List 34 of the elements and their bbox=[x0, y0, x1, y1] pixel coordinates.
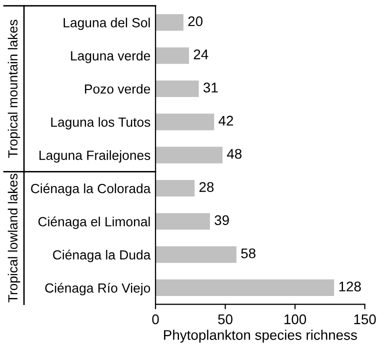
data-label: 39 bbox=[214, 215, 229, 226]
y-tick-label: Ciénaga la Duda bbox=[53, 250, 151, 262]
bar bbox=[156, 80, 199, 98]
bar bbox=[156, 114, 214, 130]
y-tick-label: Laguna del Sol bbox=[64, 18, 150, 30]
y-tick-label: Ciénaga Río Viejo bbox=[45, 282, 150, 296]
bar bbox=[156, 246, 236, 263]
data-label: 48 bbox=[226, 148, 242, 159]
x-axis-title: Phytoplankton species richness bbox=[164, 330, 357, 343]
data-label: 42 bbox=[218, 116, 234, 126]
bar bbox=[156, 213, 210, 230]
y-tick-label: Laguna los Tutos bbox=[51, 117, 150, 130]
x-tick-label: 50 bbox=[218, 314, 232, 324]
y-tick-label: Pozo verde bbox=[85, 84, 150, 94]
y-tick-label: Ciénaga la Colorada bbox=[31, 183, 151, 196]
bar bbox=[156, 279, 334, 296]
data-label: 28 bbox=[199, 182, 214, 192]
y-tick-label: Ciénaga el Limonal bbox=[38, 216, 150, 229]
x-tick-label: 0 bbox=[152, 314, 159, 324]
bar bbox=[156, 14, 184, 31]
bar bbox=[156, 47, 190, 64]
data-label: 24 bbox=[194, 49, 208, 60]
bar bbox=[156, 146, 222, 164]
x-tick-label: 150 bbox=[354, 314, 376, 324]
bar bbox=[156, 180, 195, 197]
data-label: 128 bbox=[339, 282, 361, 292]
text: Tropical mountain lakes bbox=[8, 20, 20, 158]
y-tick-label: Laguna Frailejones bbox=[40, 150, 150, 163]
x-tick-label: 100 bbox=[284, 314, 306, 324]
y-tick-label: Laguna verde bbox=[71, 50, 150, 64]
data-label: 20 bbox=[188, 16, 202, 26]
data-label: 31 bbox=[203, 82, 218, 92]
text: Tropical lowland lakes bbox=[8, 174, 20, 302]
data-label: 58 bbox=[241, 248, 256, 258]
